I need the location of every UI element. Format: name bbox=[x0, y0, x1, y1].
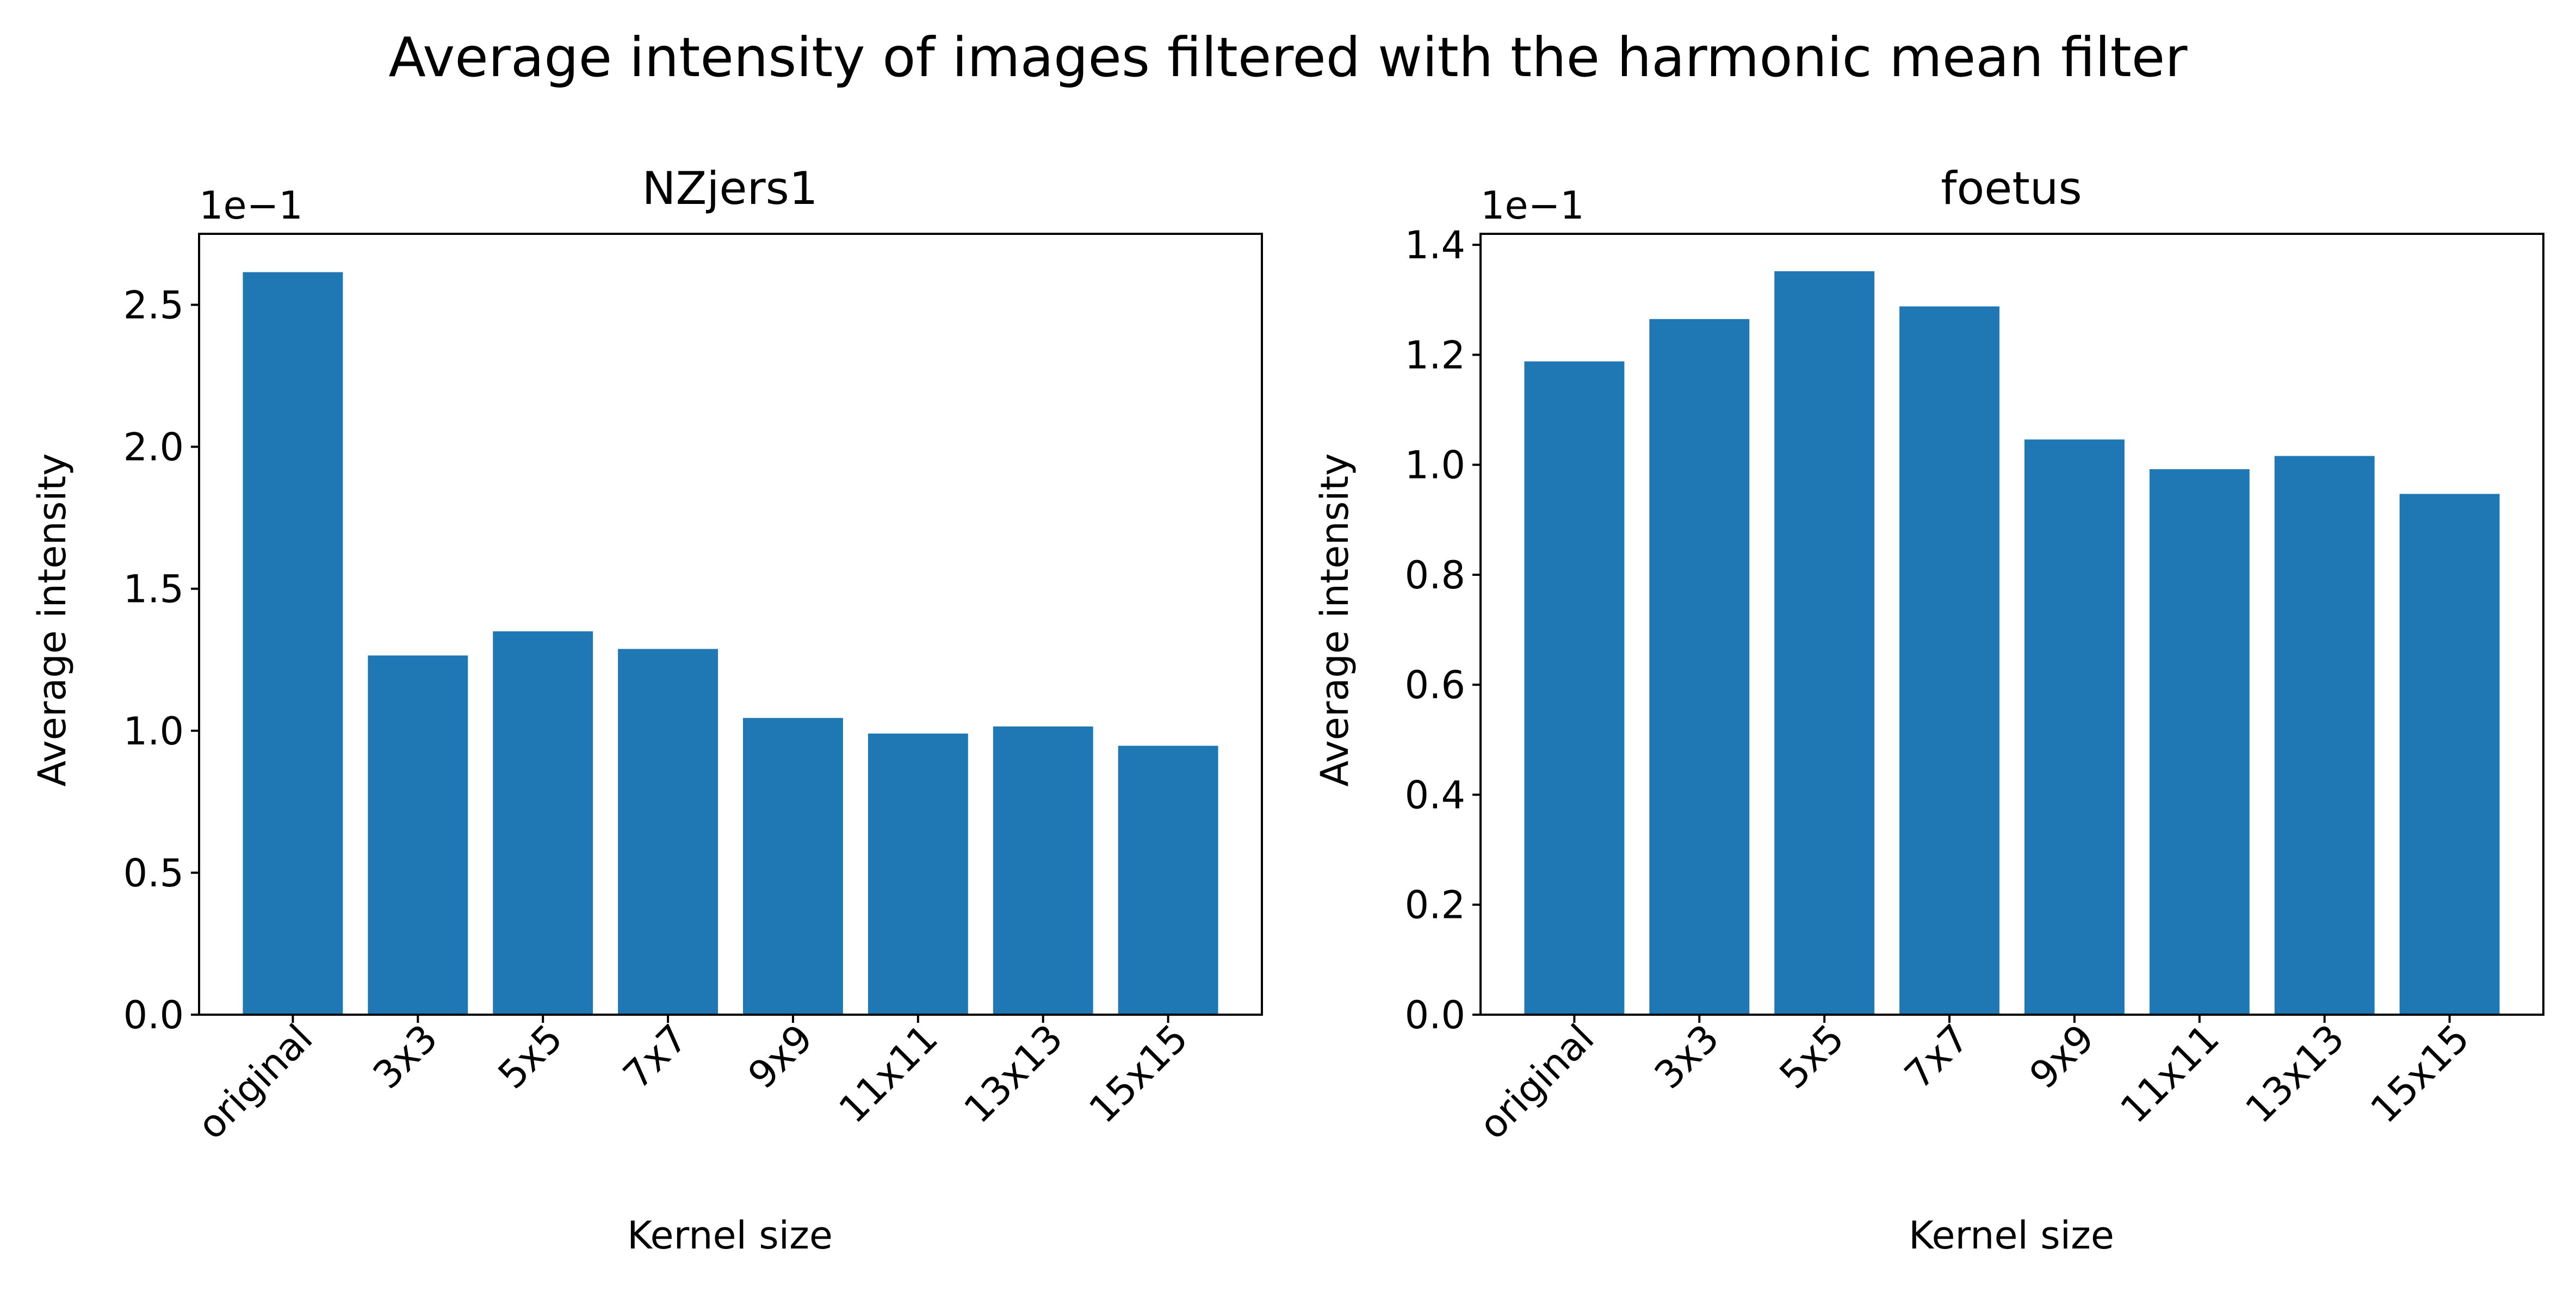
y-tick-label: 2.5 bbox=[123, 283, 184, 328]
y-tick-label: 2.0 bbox=[123, 425, 184, 470]
bar-13x13 bbox=[993, 726, 1093, 1015]
bar-7x7 bbox=[1899, 306, 2000, 1015]
y-axis-label: Average intensity bbox=[30, 453, 75, 786]
y-tick-label: 1.2 bbox=[1405, 333, 1465, 377]
bar-9x9 bbox=[742, 718, 843, 1015]
bars bbox=[243, 272, 1218, 1015]
chart-nzjers1: NZjers1 1e−1 Kernel size Average intensi… bbox=[30, 162, 1263, 1258]
y-tick-label: 1.0 bbox=[1405, 443, 1465, 488]
axes-frame bbox=[198, 233, 1263, 1016]
bar-original bbox=[1524, 361, 1625, 1015]
bar-13x13 bbox=[2274, 456, 2375, 1015]
bar-3x3 bbox=[1649, 319, 1750, 1015]
bar-15x15 bbox=[2399, 494, 2500, 1015]
bar-3x3 bbox=[368, 655, 468, 1015]
y-tick-label: 0.4 bbox=[1405, 773, 1465, 817]
bar-original bbox=[243, 272, 343, 1015]
y-offset-label: 1e−1 bbox=[199, 183, 303, 228]
y-tick-label: 1.5 bbox=[123, 567, 184, 612]
bar-7x7 bbox=[618, 649, 719, 1015]
chart-title: NZjers1 bbox=[642, 162, 818, 215]
y-tick-label: 1.4 bbox=[1405, 223, 1465, 268]
bar-5x5 bbox=[1774, 271, 1875, 1015]
y-tick-label: 0.6 bbox=[1405, 663, 1465, 707]
y-tick-label: 1.0 bbox=[123, 709, 184, 754]
y-ticks: 0.0 0.5 1.0 1.5 2.0 2.5 bbox=[123, 283, 199, 1038]
y-tick-label: 0.0 bbox=[123, 993, 184, 1038]
y-tick-label: 0.8 bbox=[1405, 553, 1465, 598]
y-offset-label: 1e−1 bbox=[1481, 183, 1584, 228]
bar-9x9 bbox=[2024, 439, 2125, 1015]
bar-15x15 bbox=[1118, 746, 1218, 1015]
chart-title: foetus bbox=[1941, 162, 2082, 215]
x-axis-label: Kernel size bbox=[1909, 1213, 2114, 1258]
bar-5x5 bbox=[493, 631, 593, 1015]
y-ticks: 0.0 0.2 0.4 0.6 0.8 1.0 1.2 1.4 bbox=[1405, 223, 1481, 1038]
y-tick-label: 0.5 bbox=[123, 851, 184, 896]
axes-frame bbox=[1479, 233, 2544, 1016]
bars bbox=[1524, 271, 2500, 1015]
bar-11x11 bbox=[868, 734, 968, 1015]
y-axis-label: Average intensity bbox=[1312, 453, 1357, 786]
figure-title: Average intensity of images filtered wit… bbox=[389, 26, 2188, 89]
bar-11x11 bbox=[2149, 469, 2250, 1015]
x-axis-label: Kernel size bbox=[627, 1213, 833, 1258]
y-tick-label: 0.0 bbox=[1405, 993, 1465, 1038]
y-tick-label: 0.2 bbox=[1405, 883, 1465, 928]
